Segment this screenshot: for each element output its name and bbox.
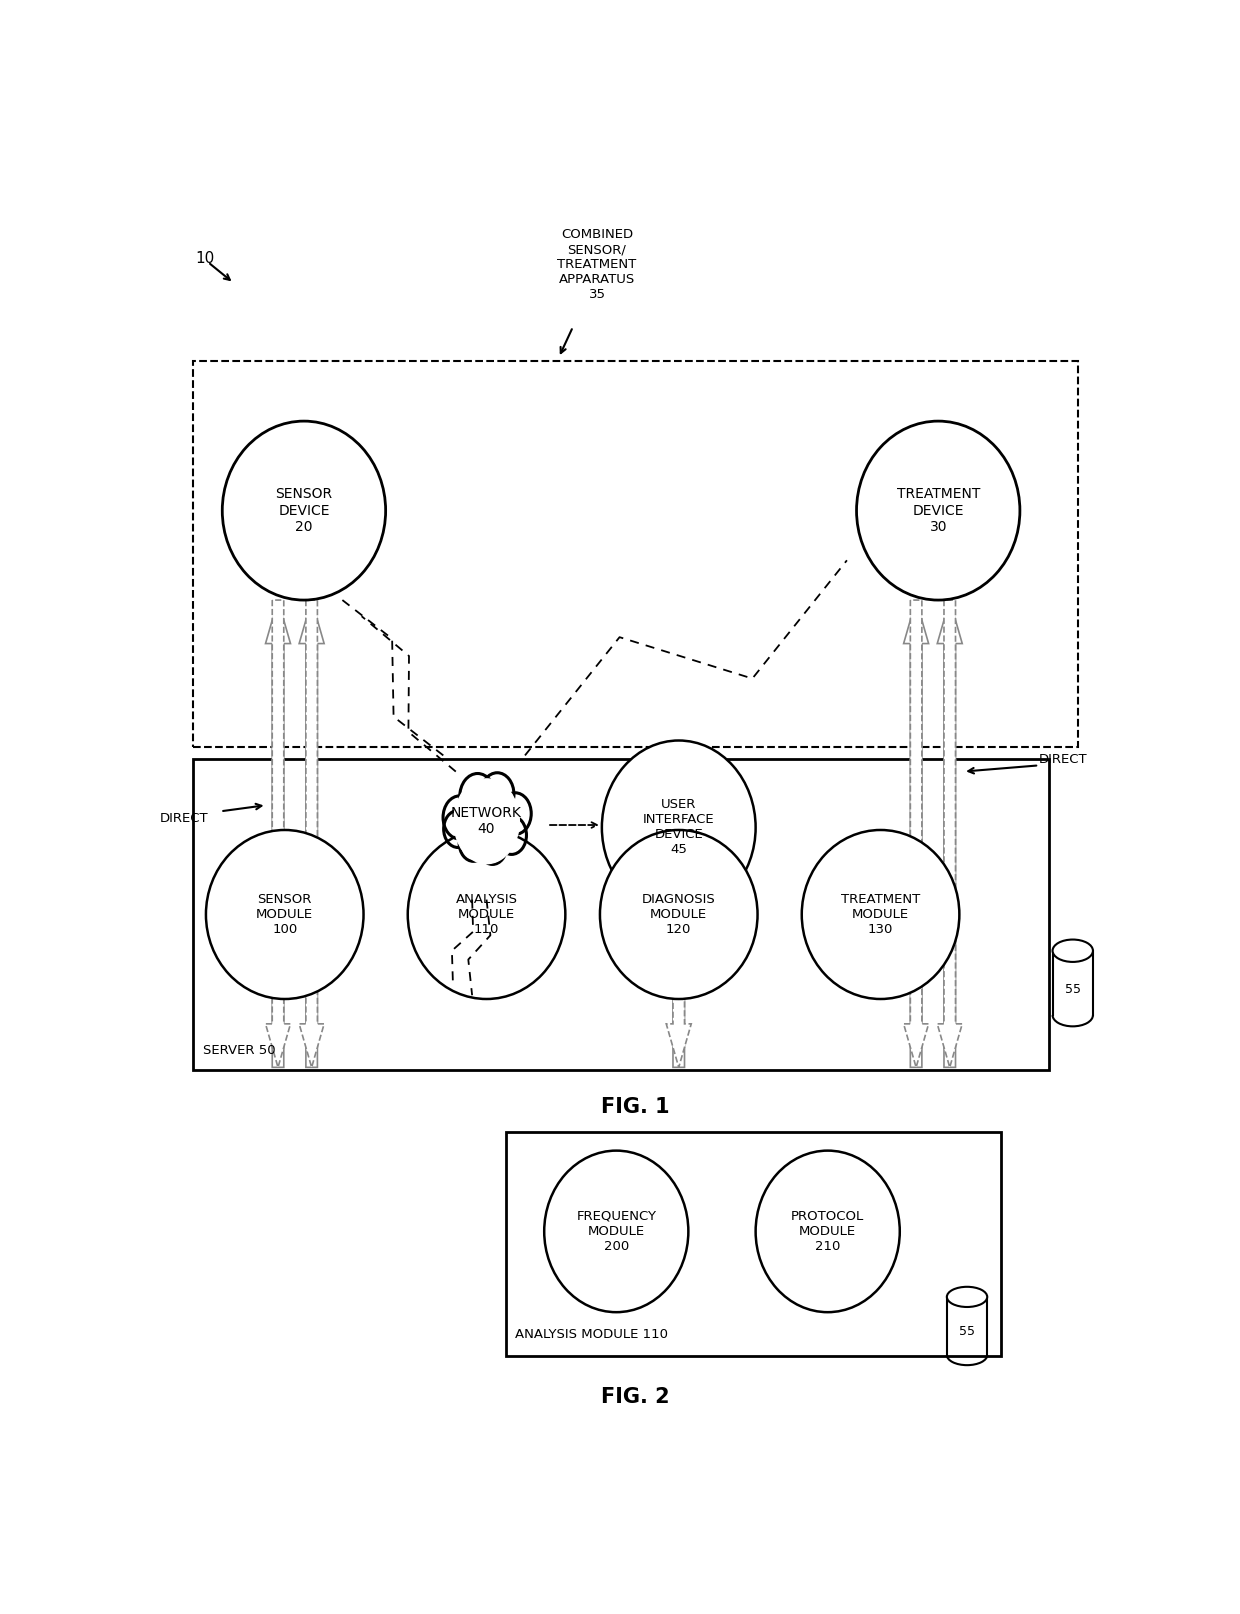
Text: 10: 10 bbox=[196, 250, 215, 266]
Circle shape bbox=[459, 825, 487, 862]
Circle shape bbox=[497, 817, 527, 854]
Text: SENSOR
DEVICE
20: SENSOR DEVICE 20 bbox=[275, 487, 332, 534]
Ellipse shape bbox=[222, 421, 386, 600]
Ellipse shape bbox=[857, 421, 1019, 600]
Text: 55: 55 bbox=[1065, 983, 1081, 996]
Text: DIAGNOSIS
MODULE
120: DIAGNOSIS MODULE 120 bbox=[642, 893, 715, 936]
Ellipse shape bbox=[802, 830, 960, 999]
Text: SENSOR
MODULE
100: SENSOR MODULE 100 bbox=[257, 893, 314, 936]
Text: 55: 55 bbox=[959, 1325, 975, 1338]
Text: SERVER 50: SERVER 50 bbox=[203, 1044, 275, 1057]
Polygon shape bbox=[904, 600, 929, 1067]
Ellipse shape bbox=[601, 741, 755, 915]
Ellipse shape bbox=[206, 830, 363, 999]
Polygon shape bbox=[299, 600, 324, 1067]
Circle shape bbox=[479, 828, 507, 865]
Ellipse shape bbox=[408, 830, 565, 999]
Polygon shape bbox=[904, 600, 929, 1067]
Ellipse shape bbox=[600, 830, 758, 999]
Circle shape bbox=[498, 792, 531, 834]
Text: DIRECT: DIRECT bbox=[698, 859, 746, 872]
Text: TREATMENT
DEVICE
30: TREATMENT DEVICE 30 bbox=[897, 487, 980, 534]
Polygon shape bbox=[666, 915, 691, 1067]
Ellipse shape bbox=[1053, 939, 1092, 962]
Polygon shape bbox=[1053, 951, 1092, 1015]
Text: DIRECT: DIRECT bbox=[160, 812, 208, 825]
Text: DIRECT: DIRECT bbox=[1039, 752, 1087, 765]
FancyBboxPatch shape bbox=[506, 1131, 1001, 1356]
Polygon shape bbox=[265, 600, 290, 1067]
Circle shape bbox=[481, 773, 513, 817]
Text: FIG. 2: FIG. 2 bbox=[601, 1386, 670, 1407]
Polygon shape bbox=[666, 915, 691, 1067]
Text: TREATMENT
MODULE
130: TREATMENT MODULE 130 bbox=[841, 893, 920, 936]
Polygon shape bbox=[937, 600, 962, 1067]
Circle shape bbox=[444, 810, 472, 847]
Ellipse shape bbox=[947, 1286, 987, 1307]
Text: FREQUENCY
MODULE
200: FREQUENCY MODULE 200 bbox=[577, 1210, 656, 1252]
Polygon shape bbox=[265, 600, 290, 1067]
Text: ANALYSIS
MODULE
110: ANALYSIS MODULE 110 bbox=[455, 893, 517, 936]
Circle shape bbox=[460, 773, 496, 820]
Text: USER
INTERFACE
DEVICE
45: USER INTERFACE DEVICE 45 bbox=[642, 799, 714, 857]
Polygon shape bbox=[947, 1298, 987, 1356]
Text: PROTOCOL
MODULE
210: PROTOCOL MODULE 210 bbox=[791, 1210, 864, 1252]
Polygon shape bbox=[937, 600, 962, 1067]
Text: ANALYSIS MODULE 110: ANALYSIS MODULE 110 bbox=[516, 1328, 668, 1341]
Text: FIG. 1: FIG. 1 bbox=[601, 1098, 670, 1117]
Text: NETWORK
40: NETWORK 40 bbox=[451, 805, 522, 836]
Ellipse shape bbox=[544, 1151, 688, 1312]
FancyBboxPatch shape bbox=[193, 759, 1049, 1070]
Text: COMBINED
SENSOR/
TREATMENT
APPARATUS
35: COMBINED SENSOR/ TREATMENT APPARATUS 35 bbox=[558, 229, 636, 302]
Circle shape bbox=[454, 780, 520, 863]
Polygon shape bbox=[299, 600, 324, 1067]
Ellipse shape bbox=[755, 1151, 900, 1312]
Circle shape bbox=[443, 796, 476, 839]
